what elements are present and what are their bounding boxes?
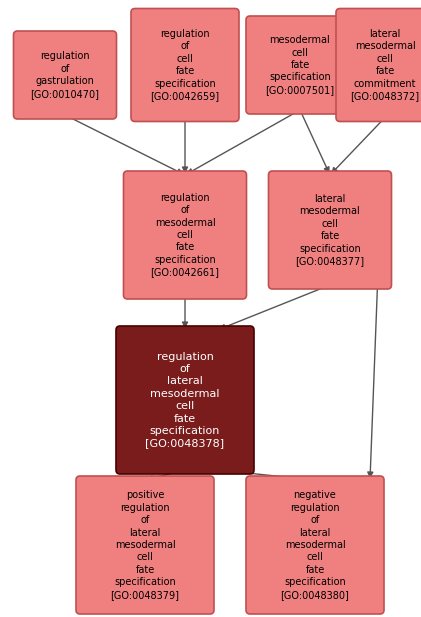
Text: positive
regulation
of
lateral
mesodermal
cell
fate
specification
[GO:0048379]: positive regulation of lateral mesoderma… — [110, 491, 179, 600]
Text: regulation
of
lateral
mesodermal
cell
fate
specification
[GO:0048378]: regulation of lateral mesodermal cell fa… — [145, 352, 224, 449]
FancyBboxPatch shape — [13, 31, 117, 119]
FancyBboxPatch shape — [116, 326, 254, 474]
Text: lateral
mesodermal
cell
fate
specification
[GO:0048377]: lateral mesodermal cell fate specificati… — [296, 194, 365, 266]
Text: negative
regulation
of
lateral
mesodermal
cell
fate
specification
[GO:0048380]: negative regulation of lateral mesoderma… — [280, 491, 349, 600]
Text: lateral
mesodermal
cell
fate
commitment
[GO:0048372]: lateral mesodermal cell fate commitment … — [350, 29, 420, 101]
FancyBboxPatch shape — [246, 16, 354, 114]
Text: regulation
of
mesodermal
cell
fate
specification
[GO:0042661]: regulation of mesodermal cell fate speci… — [150, 193, 219, 277]
Text: regulation
of
cell
fate
specification
[GO:0042659]: regulation of cell fate specification [G… — [150, 29, 220, 101]
FancyBboxPatch shape — [123, 171, 247, 299]
Text: regulation
of
gastrulation
[GO:0010470]: regulation of gastrulation [GO:0010470] — [30, 51, 99, 99]
FancyBboxPatch shape — [269, 171, 392, 289]
FancyBboxPatch shape — [336, 9, 421, 122]
FancyBboxPatch shape — [131, 9, 239, 122]
FancyBboxPatch shape — [76, 476, 214, 614]
Text: mesodermal
cell
fate
specification
[GO:0007501]: mesodermal cell fate specification [GO:0… — [265, 35, 335, 95]
FancyBboxPatch shape — [246, 476, 384, 614]
